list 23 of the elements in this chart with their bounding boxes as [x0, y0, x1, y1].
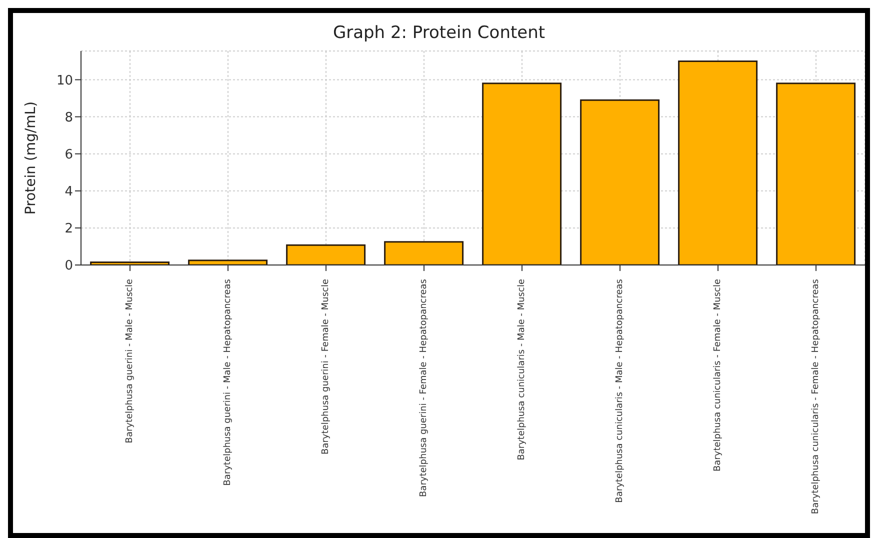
bar [286, 244, 366, 265]
bar [678, 60, 758, 265]
x-tick-label: Barytelphusa guerini - Male - Hepatopancreas [223, 278, 233, 486]
x-tick-label: Barytelphusa guerini - Female - Muscle [321, 278, 331, 454]
bar [776, 82, 856, 265]
bar [188, 260, 268, 265]
x-tick-label: Barytelphusa cunicularis - Male - Muscle [517, 278, 527, 460]
bar [384, 241, 464, 265]
y-tick-label: 4 [64, 184, 73, 200]
x-tick-label: Barytelphusa cunicularis - Male - Hepatopancreas [615, 278, 625, 503]
y-axis-title: Protein (mg/mL) [22, 101, 39, 215]
x-tick-label: Barytelphusa guerini - Male - Muscle [125, 278, 135, 444]
bar [482, 82, 562, 265]
x-tick-label: Barytelphusa guerini - Female - Hepatopancreas [419, 278, 429, 497]
y-tick-label: 2 [64, 222, 73, 237]
y-tick-label: 0 [64, 258, 73, 274]
chart-title: Graph 2: Protein Content [332, 23, 546, 43]
x-tick-label: Barytelphusa cunicularis - Female - Hepatopancreas [811, 278, 821, 514]
y-tick-label: 6 [64, 147, 73, 162]
x-tick-label: Barytelphusa cunicularis - Female - Muscle [713, 278, 723, 472]
bar [580, 99, 660, 265]
y-tick-label: 8 [64, 110, 73, 126]
y-tick-label: 10 [56, 73, 73, 88]
